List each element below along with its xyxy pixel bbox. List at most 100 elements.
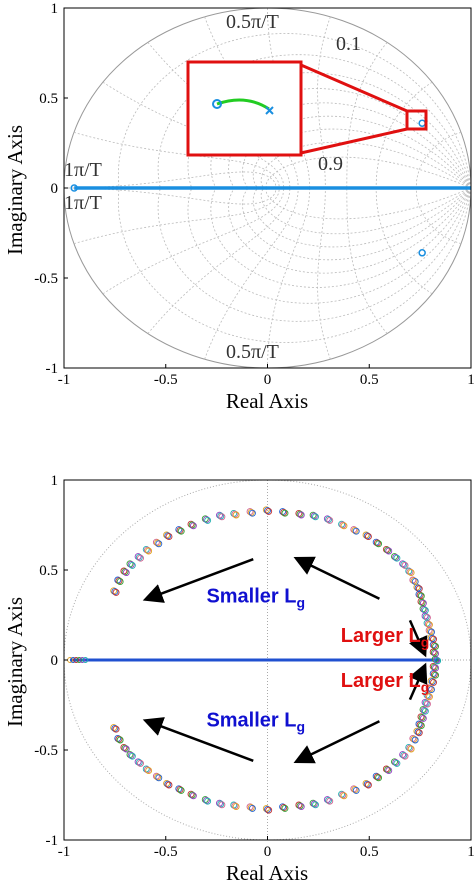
pole-marker — [76, 657, 83, 663]
frequency-curve — [346, 42, 388, 189]
pole-marker — [424, 692, 432, 700]
pole-marker — [121, 568, 129, 576]
frequency-curve — [317, 187, 331, 360]
pole-marker — [232, 803, 240, 811]
lg-annotation-subscript: g — [421, 679, 430, 695]
pole-marker — [177, 786, 185, 794]
pole-marker — [116, 736, 124, 744]
pole-marker — [430, 642, 438, 650]
pole-marker — [423, 700, 431, 708]
pole-marker — [312, 801, 319, 809]
pole-marker — [202, 796, 210, 804]
pole-marker — [339, 521, 347, 529]
pole-marker — [177, 527, 185, 535]
top-ann-pi-upper: 1π/T — [64, 159, 102, 181]
pole-marker — [326, 516, 334, 524]
y-tick-label: 0.5 — [39, 91, 58, 107]
y-tick-label: -0.5 — [34, 743, 58, 759]
pole-marker — [188, 791, 196, 799]
damping-curve — [157, 187, 472, 322]
y-tick-label: 1 — [51, 473, 59, 489]
pole-marker — [296, 802, 304, 810]
lg-annotation-text: Smaller L — [206, 710, 296, 732]
pole-marker — [401, 561, 409, 569]
damping-curve — [265, 187, 472, 220]
pole-marker — [392, 759, 400, 767]
pole-marker — [154, 539, 162, 547]
pole-marker — [122, 569, 130, 577]
pole-marker — [280, 508, 288, 516]
lg-annotation: Larger Lg — [341, 670, 430, 695]
pole-marker — [70, 657, 77, 663]
pole-marker — [432, 671, 440, 679]
direction-arrow — [293, 556, 380, 600]
frequency-curve — [147, 187, 291, 334]
pole-marker — [420, 706, 428, 714]
frequency-curve — [204, 187, 299, 360]
pole-marker — [127, 561, 135, 569]
damping-curve — [242, 187, 472, 261]
damping-curve — [260, 187, 472, 235]
pole-marker — [128, 752, 136, 760]
pole-marker — [73, 657, 80, 663]
pole-marker — [121, 744, 129, 752]
y-tick-label: 0 — [51, 181, 59, 197]
frequency-curve — [375, 81, 433, 189]
pole-marker — [422, 699, 430, 707]
pole-marker — [296, 510, 304, 518]
pole-marker — [375, 540, 383, 548]
direction-arrow — [408, 619, 428, 658]
y-tick-label: 0.5 — [39, 563, 58, 579]
pole-marker — [385, 547, 393, 555]
pole-marker — [426, 693, 433, 701]
pole-marker — [265, 507, 273, 515]
pole-marker — [176, 526, 184, 534]
pole-marker — [352, 786, 360, 794]
pole-marker — [217, 512, 225, 520]
pole-marker — [204, 516, 212, 524]
y-tick-label: -0.5 — [34, 271, 58, 287]
pole-marker — [312, 513, 319, 521]
top-ann-half-pi-bottom: 0.5π/T — [226, 341, 279, 363]
frequency-curve — [375, 187, 433, 295]
pole-marker — [424, 620, 432, 628]
lg-annotation: Smaller Lg — [206, 585, 305, 610]
pole-marker — [248, 804, 256, 812]
pole-marker — [430, 649, 438, 657]
pole-marker — [417, 722, 425, 730]
pole-marker — [351, 526, 359, 534]
pole-marker — [392, 553, 400, 561]
pole-marker — [385, 767, 393, 775]
pole-marker — [137, 554, 144, 562]
top-x-axis-label: Real Axis — [226, 389, 308, 413]
pole-marker — [231, 510, 239, 518]
zoom-zero-marker — [212, 99, 222, 109]
pole-marker — [145, 767, 153, 775]
frequency-curve — [346, 187, 388, 334]
pole-marker — [418, 119, 426, 127]
frequency-curve — [415, 131, 462, 189]
pole-marker — [411, 736, 419, 744]
zoom-inset — [186, 60, 428, 157]
zoom-pole-marker — [265, 106, 274, 115]
pole-marker — [145, 547, 153, 555]
pole-marker — [176, 786, 184, 794]
pole-marker — [115, 735, 123, 743]
pole-marker — [351, 786, 359, 794]
frequency-curve — [73, 131, 280, 189]
pole-marker — [410, 577, 418, 585]
damping-curve — [265, 156, 472, 189]
pole-marker — [407, 745, 415, 753]
direction-arrow — [142, 558, 254, 603]
pole-marker — [418, 714, 426, 722]
pole-marker — [375, 774, 383, 782]
pole-marker — [218, 513, 226, 521]
pole-marker — [428, 678, 436, 686]
pole-marker — [418, 249, 426, 257]
pole-marker — [264, 507, 271, 515]
x-tick-label: 1 — [467, 372, 474, 388]
pole-marker — [414, 584, 422, 592]
y-tick-label: 1 — [51, 1, 59, 17]
frequency-curve — [63, 187, 277, 205]
pole-marker — [310, 512, 318, 520]
